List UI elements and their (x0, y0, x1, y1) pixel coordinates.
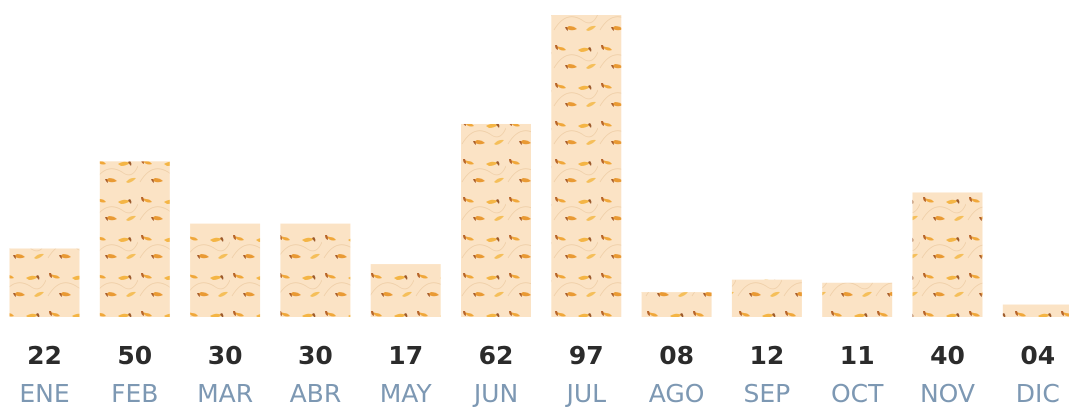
value-label: 62 (479, 341, 514, 370)
category-label: FEB (111, 379, 158, 408)
value-label: 30 (298, 341, 333, 370)
category-label: NOV (920, 379, 975, 408)
bar (822, 283, 892, 317)
value-label: 11 (840, 341, 875, 370)
bar (732, 280, 802, 317)
category-label: JUL (564, 379, 606, 408)
bar (100, 161, 170, 317)
value-label: 97 (569, 341, 604, 370)
value-label: 22 (27, 341, 62, 370)
bar (371, 264, 441, 317)
category-label: MAR (197, 379, 253, 408)
value-label: 12 (750, 341, 785, 370)
category-label: OCT (831, 379, 884, 408)
category-label: DIC (1016, 379, 1060, 408)
bar (190, 224, 260, 317)
bar (10, 249, 80, 317)
category-label: AGO (649, 379, 705, 408)
bar (461, 124, 531, 317)
bar (280, 224, 350, 317)
value-label: 50 (117, 341, 152, 370)
value-label: 17 (388, 341, 423, 370)
value-label: 04 (1020, 341, 1055, 370)
bar (913, 192, 983, 317)
category-label: JUN (472, 379, 518, 408)
value-label: 08 (659, 341, 694, 370)
bar (551, 15, 621, 317)
category-label: MAY (380, 379, 433, 408)
value-label: 30 (208, 341, 243, 370)
bar (642, 292, 712, 317)
bar (1003, 305, 1069, 317)
category-label: ABR (290, 379, 342, 408)
category-label: SEP (744, 379, 791, 408)
chart: 22 ENE 50 FEB 30 MAR 30 ABR 17 MAY 62 JUN 97 JUL 08 AGO… (0, 0, 1069, 408)
value-label: 40 (930, 341, 965, 370)
category-label: ENE (19, 379, 69, 408)
